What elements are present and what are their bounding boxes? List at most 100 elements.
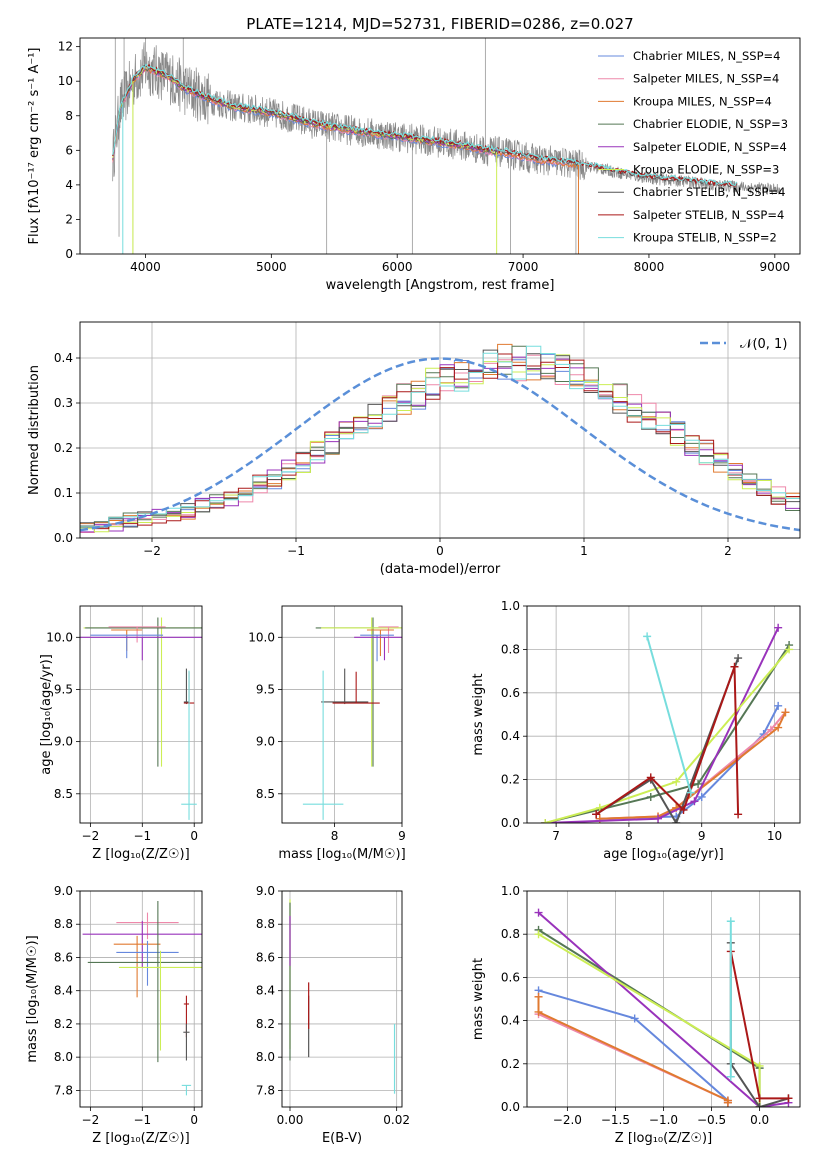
x-tick-label: −0.5: [697, 1113, 726, 1127]
y-tick-label: 8.5: [54, 787, 73, 801]
weight-line-chabrier_elodie: [537, 929, 761, 1107]
y-tick-label: 8.2: [256, 1017, 275, 1031]
y-tick-label: 1.0: [501, 599, 520, 613]
weight-marker: [686, 788, 695, 797]
y-tick-label: 0.4: [54, 351, 73, 365]
age-vs-mass-panel: 8 9 8.5 9.0 9.5 10.0 mass [log₁₀(M/M☉)]: [248, 605, 406, 862]
y-tick-label: 8.4: [256, 984, 275, 998]
weight-marker: [630, 1014, 639, 1023]
y-tick-label: 0.0: [501, 1100, 520, 1114]
weight-marker: [726, 1072, 735, 1081]
weight-marker: [697, 792, 706, 801]
x-tick-label: 6000: [382, 260, 413, 274]
plot-area: [289, 899, 396, 1094]
y-tick-label: 8.2: [54, 1017, 73, 1031]
axes-frame: [281, 605, 403, 824]
x-tick-label: 0.02: [383, 1113, 410, 1127]
y-tick-label: 0.2: [501, 1057, 520, 1071]
plot-area: [112, 38, 782, 254]
x-tick-label: 9000: [760, 260, 791, 274]
x-tick-label: 0.0: [750, 1113, 769, 1127]
y-tick-label: 10.0: [46, 630, 73, 644]
y-tick-label: 8.6: [256, 950, 275, 964]
weight-marker: [755, 1094, 764, 1103]
x-tick-label: 8: [331, 829, 339, 843]
x-tick-label: −1.0: [649, 1113, 678, 1127]
weight-marker: [755, 1061, 764, 1070]
x-axis-label: Z [log₁₀(Z/Z☉)]: [92, 1131, 189, 1146]
weight-marker: [646, 792, 655, 801]
y-tick-label: 1.0: [501, 884, 520, 898]
y-tick-label: 10: [58, 74, 73, 88]
legend-label: Kroupa ELODIE, N_SSP=3: [633, 163, 779, 177]
axes-frame: [526, 605, 801, 824]
x-tick-label: 8: [625, 829, 633, 843]
y-tick-label: 0.6: [501, 686, 520, 700]
x-axis-label: Z [log₁₀(Z/Z☉)]: [615, 1131, 712, 1146]
y-tick-label: 8.5: [256, 787, 275, 801]
weight-marker: [774, 701, 783, 710]
x-tick-label: −1: [287, 544, 305, 558]
x-tick-label: 2: [724, 544, 732, 558]
y-tick-label: 0.0: [501, 816, 520, 830]
x-axis-label: wavelength [Angstrom, rest frame]: [326, 278, 555, 293]
y-tick-label: 0.4: [501, 1014, 520, 1028]
y-tick-label: 0.0: [54, 531, 73, 545]
model-spectrum-kroupa_miles: [112, 68, 579, 169]
x-tick-label: −2: [82, 1113, 100, 1127]
weight-marker: [534, 992, 543, 1001]
spectrum-legend: Chabrier MILES, N_SSP=4 Salpeter MILES, N…: [598, 49, 788, 245]
figure-title: PLATE=1214, MJD=52731, FIBERID=0286, z=0…: [246, 15, 633, 33]
y-tick-label: 8.8: [54, 917, 73, 931]
y-tick-label: 0: [65, 247, 73, 261]
weight-marker: [694, 779, 703, 788]
weight-marker: [646, 773, 655, 782]
axes-frame: [79, 605, 203, 824]
y-axis-label: mass [log₁₀(M/M☉)]: [25, 935, 40, 1062]
y-tick-label: 9.0: [256, 735, 275, 749]
x-tick-label: 7: [552, 829, 560, 843]
y-tick-label: 9.0: [54, 884, 73, 898]
weight-marker: [734, 810, 743, 819]
y-tick-label: 9.5: [54, 682, 73, 696]
y-tick-label: 0.2: [501, 773, 520, 787]
plot-area: [302, 617, 402, 820]
x-tick-label: 5000: [256, 260, 287, 274]
weight-marker: [774, 723, 783, 732]
plot-area: [82, 900, 202, 1096]
legend-label: Salpeter MILES, N_SSP=4: [633, 72, 779, 86]
legend-label: Kroupa MILES, N_SSP=4: [633, 94, 772, 108]
x-tick-label: 10: [767, 829, 782, 843]
y-tick-label: 0.2: [54, 441, 73, 455]
x-tick-label: 7000: [508, 260, 539, 274]
y-tick-label: 8.0: [256, 1050, 275, 1064]
legend-label: Chabrier MILES, N_SSP=4: [633, 49, 780, 63]
legend-label: Chabrier STELIB, N_SSP=4: [633, 185, 785, 199]
histogram-kroupa_miles: [80, 343, 800, 538]
x-tick-label: 0: [190, 829, 198, 843]
age-vs-metallicity-panel: −2 −1 0 8.5 9.0 9.5 10.0 Z [log₁₀(Z/Z☉)] age [lo…: [39, 605, 203, 862]
plot-area: [534, 908, 793, 1107]
x-tick-label: −1: [133, 1113, 151, 1127]
x-axis-label: mass [log₁₀(M/M☉)]: [278, 847, 405, 862]
axes-frame: [281, 890, 403, 1108]
x-tick-label: −1.5: [601, 1113, 630, 1127]
mass-vs-metallicity-panel: −2 −1 0 7.8 8.0 8.2 8.4 8.6 8.8 9.0 Z [log₁₀(Z/Z☉)…: [25, 884, 203, 1146]
y-tick-label: 0.3: [54, 396, 73, 410]
weight-marker: [690, 797, 699, 806]
weight-line-chabrier_elodie: [544, 644, 790, 823]
weight-line-chabrier_miles: [599, 705, 780, 820]
histogram-salpeter_stelib: [80, 353, 800, 538]
weight-marker: [785, 645, 794, 654]
y-tick-label: 2: [65, 212, 73, 226]
weight-line-kroupa_miles: [537, 996, 729, 1103]
weight-line-chabrier_stelib: [595, 657, 740, 823]
y-tick-label: 8.4: [54, 984, 73, 998]
x-tick-label: −2: [82, 829, 100, 843]
y-tick-label: 12: [58, 40, 73, 54]
x-tick-label: −2.0: [553, 1113, 582, 1127]
normal-curve: [80, 357, 800, 532]
y-tick-label: 0.8: [501, 642, 520, 656]
x-axis-label: Z [log₁₀(Z/Z☉)]: [92, 847, 189, 862]
